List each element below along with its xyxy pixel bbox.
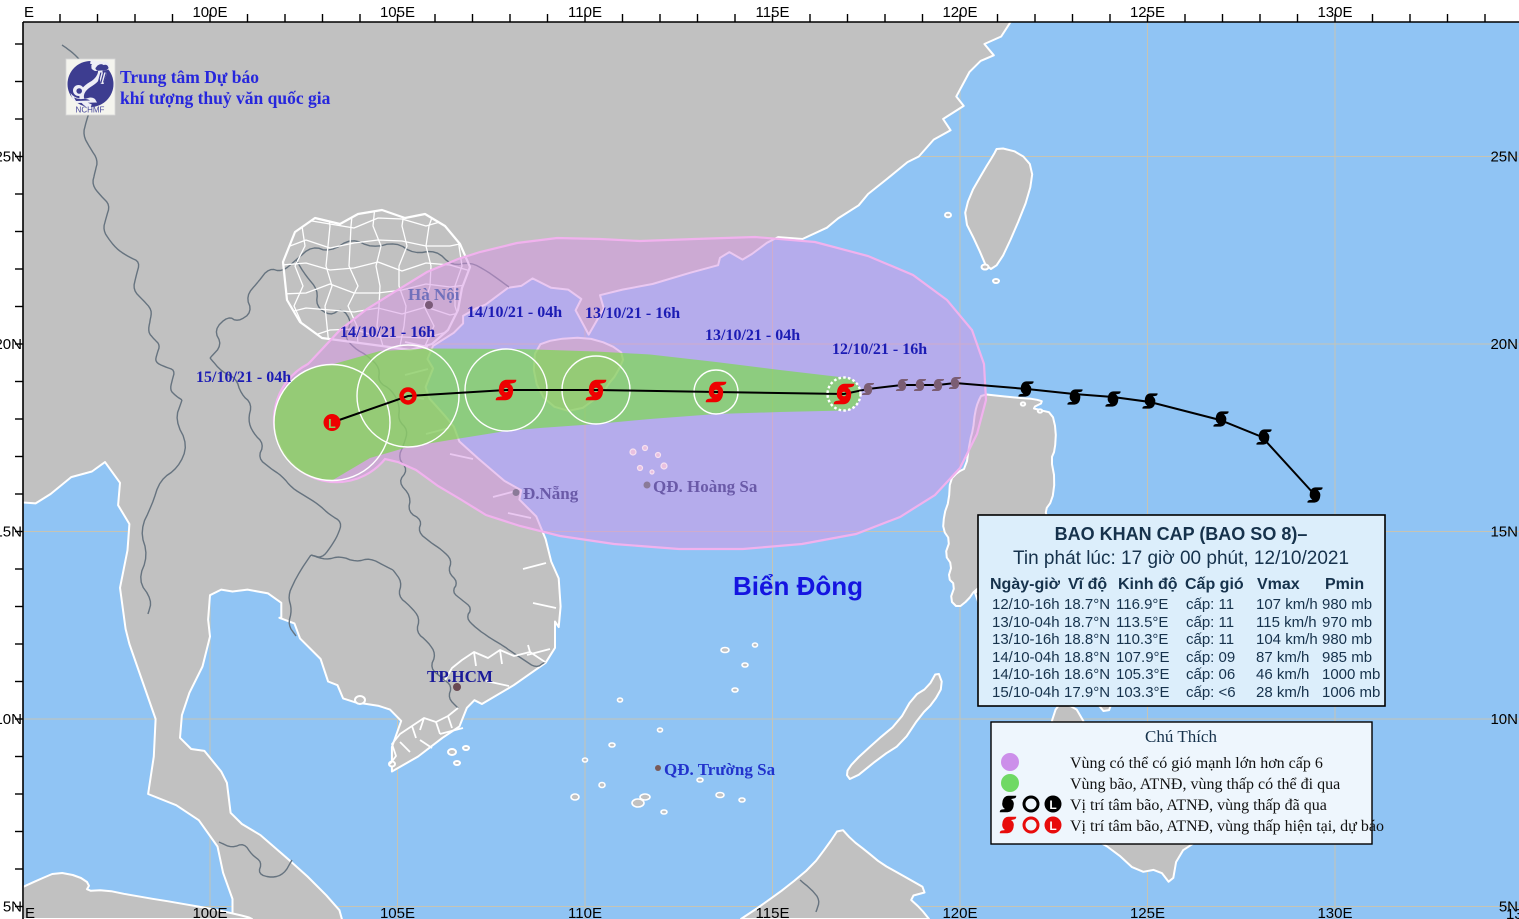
svg-text:12/10/21 - 16h: 12/10/21 - 16h bbox=[832, 341, 927, 358]
svg-text:107 km/h: 107 km/h bbox=[1256, 596, 1318, 613]
svg-text:13/10-16h: 13/10-16h bbox=[992, 631, 1060, 648]
svg-text:Vĩ độ: Vĩ độ bbox=[1068, 576, 1107, 593]
svg-text:Đ.Nẵng: Đ.Nẵng bbox=[523, 484, 579, 503]
svg-text:Vùng có thể có gió mạnh lớn hơ: Vùng có thể có gió mạnh lớn hơn cấp 6 bbox=[1070, 755, 1323, 772]
svg-text:130E: 130E bbox=[1317, 4, 1352, 21]
svg-text:14/10-04h: 14/10-04h bbox=[992, 649, 1060, 666]
svg-text:980 mb: 980 mb bbox=[1322, 596, 1372, 613]
svg-text:25N: 25N bbox=[0, 149, 22, 166]
svg-text:15N: 15N bbox=[0, 524, 22, 541]
svg-text:Ngày-giờ: Ngày-giờ bbox=[990, 576, 1061, 593]
svg-text:khí tượng thuỷ văn quốc gia: khí tượng thuỷ văn quốc gia bbox=[120, 88, 331, 108]
svg-text:Tin phát lúc: 17 giờ 00 phút,: Tin phát lúc: 17 giờ 00 phút, 12/10/2021 bbox=[1013, 548, 1349, 569]
svg-text:1000 mb: 1000 mb bbox=[1322, 666, 1380, 683]
svg-text:107.9°E: 107.9°E bbox=[1116, 649, 1170, 666]
svg-text:10N: 10N bbox=[0, 711, 22, 728]
svg-text:113.5°E: 113.5°E bbox=[1116, 614, 1168, 631]
svg-text:1006 mb: 1006 mb bbox=[1322, 684, 1380, 701]
svg-text:17.9°N: 17.9°N bbox=[1064, 684, 1110, 701]
svg-text:Cấp gió: Cấp gió bbox=[1185, 576, 1244, 593]
svg-text:20N: 20N bbox=[1490, 336, 1518, 353]
svg-text:L: L bbox=[1049, 819, 1056, 833]
svg-text:L: L bbox=[328, 417, 336, 431]
svg-text:115E: 115E bbox=[756, 4, 790, 21]
svg-text:980 mb: 980 mb bbox=[1322, 631, 1372, 648]
svg-text:125E: 125E bbox=[1130, 4, 1165, 21]
svg-text:QĐ. Hoàng Sa: QĐ. Hoàng Sa bbox=[653, 477, 758, 496]
svg-text:Vị trí tâm bão, ATNĐ, vùng thấ: Vị trí tâm bão, ATNĐ, vùng thấp hiện tại… bbox=[1070, 818, 1384, 835]
svg-text:QĐ. Trường Sa: QĐ. Trường Sa bbox=[664, 760, 776, 779]
svg-text:110E: 110E bbox=[568, 905, 602, 919]
svg-text:14/10-16h: 14/10-16h bbox=[992, 666, 1060, 683]
svg-text:985 mb: 985 mb bbox=[1322, 649, 1372, 666]
svg-text:100E: 100E bbox=[192, 4, 227, 21]
svg-text:18.7°N: 18.7°N bbox=[1064, 614, 1110, 631]
svg-text:E: E bbox=[24, 4, 34, 21]
svg-text:103.3°E: 103.3°E bbox=[1116, 684, 1170, 701]
svg-text:116.9°E: 116.9°E bbox=[1116, 596, 1168, 613]
svg-text:cấp: 11: cấp: 11 bbox=[1186, 614, 1234, 631]
svg-text:18.8°N: 18.8°N bbox=[1064, 649, 1110, 666]
svg-text:L: L bbox=[1049, 798, 1056, 812]
svg-text:cấp: 06: cấp: 06 bbox=[1186, 666, 1235, 683]
svg-text:TP.HCM: TP.HCM bbox=[427, 667, 493, 686]
svg-text:cấp: <6: cấp: <6 bbox=[1186, 684, 1236, 701]
svg-text:5N: 5N bbox=[3, 899, 22, 916]
svg-text:105E: 105E bbox=[380, 4, 415, 21]
svg-text:BAO KHAN CAP (BAO SO 8)–: BAO KHAN CAP (BAO SO 8)– bbox=[1055, 524, 1308, 544]
svg-text:18.6°N: 18.6°N bbox=[1064, 666, 1110, 683]
svg-text:105E: 105E bbox=[380, 905, 415, 919]
svg-text:120E: 120E bbox=[942, 4, 977, 21]
svg-text:Trung tâm Dự báo: Trung tâm Dự báo bbox=[120, 67, 259, 87]
svg-text:cấp: 11: cấp: 11 bbox=[1186, 631, 1234, 648]
svg-text:14/10/21 - 04h: 14/10/21 - 04h bbox=[467, 304, 562, 321]
svg-text:Vùng bão, ATNĐ, vùng thấp có t: Vùng bão, ATNĐ, vùng thấp có thể đi qua bbox=[1070, 776, 1340, 793]
svg-text:Hà Nội: Hà Nội bbox=[408, 285, 460, 304]
svg-text:cấp: 11: cấp: 11 bbox=[1186, 596, 1234, 613]
svg-text:15/10-04h: 15/10-04h bbox=[992, 684, 1060, 701]
svg-text:125E: 125E bbox=[1130, 905, 1165, 919]
svg-text:Pmin: Pmin bbox=[1325, 576, 1364, 593]
svg-text:104 km/h: 104 km/h bbox=[1256, 631, 1318, 648]
svg-text:28 km/h: 28 km/h bbox=[1256, 684, 1309, 701]
svg-text:46 km/h: 46 km/h bbox=[1256, 666, 1309, 683]
svg-text:20N: 20N bbox=[0, 336, 22, 353]
svg-text:cấp: 09: cấp: 09 bbox=[1186, 649, 1235, 666]
svg-text:NCHMF: NCHMF bbox=[76, 106, 105, 115]
svg-text:14/10/21 - 16h: 14/10/21 - 16h bbox=[340, 324, 435, 341]
svg-text:110.3°E: 110.3°E bbox=[1116, 631, 1168, 648]
svg-text:18.8°N: 18.8°N bbox=[1064, 631, 1110, 648]
svg-text:10N: 10N bbox=[1490, 711, 1518, 728]
svg-text:115 km/h: 115 km/h bbox=[1256, 614, 1317, 631]
svg-text:15N: 15N bbox=[1490, 524, 1518, 541]
svg-text:13/10/21 - 16h: 13/10/21 - 16h bbox=[585, 305, 680, 322]
svg-text:Vmax: Vmax bbox=[1257, 576, 1300, 593]
svg-text:15/10/21 - 04h: 15/10/21 - 04h bbox=[196, 369, 291, 386]
svg-text:13: 13 bbox=[1506, 906, 1519, 919]
svg-text:970 mb: 970 mb bbox=[1322, 614, 1372, 631]
svg-text:5N: 5N bbox=[1499, 899, 1518, 916]
svg-text:E: E bbox=[25, 905, 35, 919]
svg-text:12/10-16h: 12/10-16h bbox=[992, 596, 1060, 613]
svg-text:115E: 115E bbox=[756, 905, 790, 919]
svg-text:Vị trí tâm bão, ATNĐ, vùng thấ: Vị trí tâm bão, ATNĐ, vùng thấp đã qua bbox=[1070, 797, 1327, 814]
svg-text:25N: 25N bbox=[1490, 149, 1518, 166]
svg-text:Chú Thích: Chú Thích bbox=[1145, 727, 1217, 746]
svg-text:130E: 130E bbox=[1317, 905, 1352, 919]
svg-text:13/10-04h: 13/10-04h bbox=[992, 614, 1060, 631]
svg-text:Biển Đông: Biển Đông bbox=[733, 571, 863, 601]
svg-text:Kinh độ: Kinh độ bbox=[1118, 576, 1178, 593]
svg-text:87 km/h: 87 km/h bbox=[1256, 649, 1309, 666]
svg-text:105.3°E: 105.3°E bbox=[1116, 666, 1170, 683]
svg-text:100E: 100E bbox=[192, 905, 227, 919]
svg-text:13/10/21 - 04h: 13/10/21 - 04h bbox=[705, 327, 800, 344]
svg-text:110E: 110E bbox=[568, 4, 602, 21]
svg-text:120E: 120E bbox=[942, 905, 977, 919]
svg-text:18.7°N: 18.7°N bbox=[1064, 596, 1110, 613]
